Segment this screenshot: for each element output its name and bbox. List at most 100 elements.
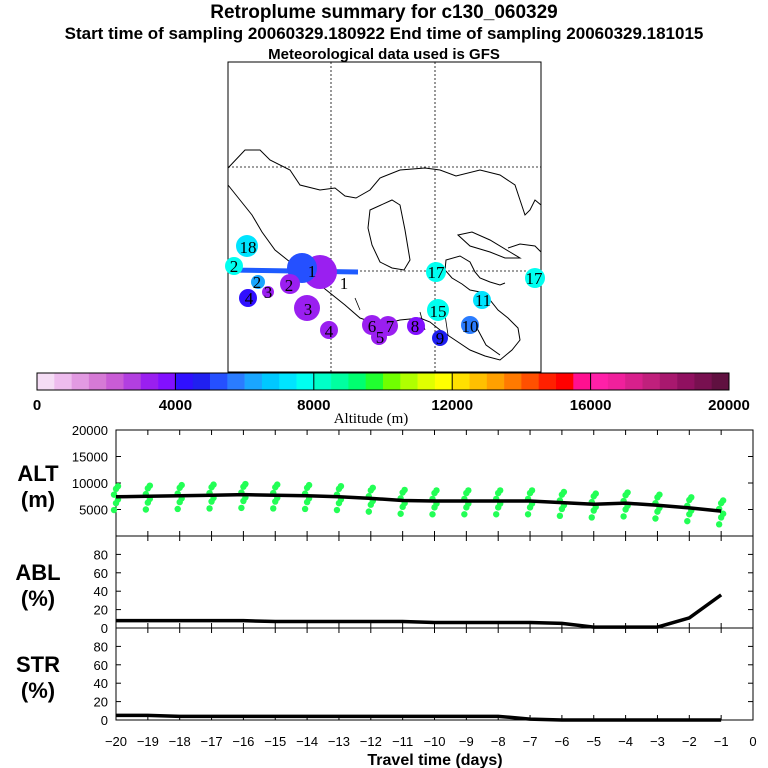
colorbar-segment — [158, 373, 176, 390]
plume-day-label: 4 — [245, 289, 254, 308]
alt-scatter-dot — [210, 481, 217, 488]
x-tick-label: −5 — [586, 734, 601, 749]
colorbar-segment — [37, 373, 55, 390]
alt-scatter-dot — [429, 511, 436, 518]
colorbar-segment — [659, 373, 678, 390]
colorbar-segment — [227, 373, 245, 390]
x-tick-label: −16 — [232, 734, 254, 749]
colorbar-segment — [71, 373, 90, 390]
alt-scatter-dot — [270, 505, 277, 512]
coastline — [367, 199, 411, 271]
plume-day-label: 9 — [436, 329, 445, 348]
plume-circle — [432, 330, 448, 346]
y-tick-label: 60 — [94, 566, 108, 581]
colorbar-segment — [106, 373, 124, 390]
series-line — [116, 593, 723, 629]
plume-day-label: 17 — [428, 263, 446, 282]
plume-circle — [427, 299, 449, 321]
alt-scatter-dot — [524, 511, 532, 518]
alt-scatter-dot — [652, 515, 659, 522]
plume-circle — [473, 291, 491, 309]
x-tick-label: −3 — [650, 734, 665, 749]
y-tick-label: 80 — [94, 547, 108, 562]
alt-scatter-dot — [397, 510, 404, 517]
colorbar-segment — [556, 373, 574, 390]
series-line — [116, 713, 722, 722]
alt-scatter-dot — [461, 511, 468, 518]
sampling-times: Start time of sampling 20060329.180922 E… — [64, 24, 704, 43]
colorbar-tick-label: 12000 — [431, 397, 473, 414]
y-tick-label: 20000 — [72, 423, 108, 438]
plume-circle — [239, 289, 257, 307]
colorbar-segment — [711, 373, 730, 390]
panel-alt: 5000 10000 15000 20000 ALT(m) — [17, 423, 754, 537]
plume-day-label: 17 — [526, 269, 544, 288]
colorbar-segment — [486, 373, 505, 390]
alt-scatter-dot — [684, 517, 691, 525]
alt-scatter-dot — [401, 486, 408, 494]
alt-scatter-dot — [369, 484, 376, 491]
colorbar-segment — [434, 373, 453, 390]
chart-title: Retroplume summary for c130_060329 — [210, 2, 558, 23]
panel-abl: 0 20 40 60 80 ABL(%) — [15, 535, 754, 636]
plume-day-label: 3 — [304, 300, 313, 319]
altitude-colorbar: 0 4000 8000 12000 16000 20000 Altitude (m) — [33, 372, 750, 427]
colorbar-segment — [469, 373, 488, 390]
alt-scatter-dot — [365, 508, 372, 515]
alt-scatter-dot — [656, 491, 663, 498]
plume-day-label: 18 — [240, 238, 257, 257]
alt-scatter-dot — [337, 482, 345, 490]
panel-frame — [115, 627, 754, 721]
colorbar-segment — [573, 373, 591, 390]
x-tick-label: 0 — [749, 734, 756, 749]
plume-circle — [525, 268, 545, 288]
coastline — [227, 149, 542, 216]
x-tick-label: −1 — [714, 734, 729, 749]
panel-str: 0 20 40 60 80 STR(%) — [16, 627, 754, 728]
alt-scatter-dot — [301, 505, 309, 513]
colorbar-tick-label: 8000 — [297, 397, 330, 414]
colorbar-segment — [210, 373, 228, 390]
alt-scatter-dot — [110, 491, 118, 498]
plume-day-label: 8 — [411, 317, 420, 336]
plume-circle — [426, 262, 446, 282]
plume-circle — [461, 316, 479, 334]
colorbar-tick-label: 0 — [33, 397, 41, 414]
alt-scatter-dot — [592, 490, 599, 497]
x-tick-label: −15 — [264, 734, 286, 749]
y-tick-label: 40 — [94, 584, 108, 599]
plume-day-label: 15 — [430, 302, 447, 321]
colorbar-tick-label: 4000 — [159, 397, 192, 414]
colorbar-segment — [296, 373, 315, 390]
x-tick-label: −4 — [618, 734, 633, 749]
alt-scatter-dot — [242, 480, 249, 488]
colorbar-segment — [417, 373, 436, 390]
plume-circle — [320, 321, 338, 339]
colorbar-axis-label: Altitude (m) — [334, 411, 409, 427]
x-tick-label: −6 — [554, 734, 569, 749]
plume-circle — [378, 316, 398, 336]
alt-scatter-dot — [688, 494, 695, 501]
x-tick-label: −11 — [392, 734, 413, 749]
colorbar-segment — [54, 373, 72, 390]
x-tick-label: −14 — [296, 734, 318, 749]
met-data-note: Meteorological data used is GFS — [268, 46, 500, 63]
y-tick-label: 0 — [101, 713, 108, 728]
x-tick-label: −20 — [105, 734, 127, 749]
colorbar-segment — [192, 373, 211, 390]
y-tick-label: 60 — [94, 658, 108, 673]
alt-scatter-dot — [715, 521, 723, 528]
colorbar-segment — [452, 373, 470, 390]
x-axis-label: Travel time (days) — [367, 752, 502, 768]
y-tick-label: 20 — [94, 603, 108, 618]
alt-scatter-dot — [493, 511, 500, 518]
colorbar-segment — [625, 373, 643, 390]
alt-scatter-dot — [206, 505, 213, 512]
alt-scatter-dot — [624, 489, 631, 496]
colorbar-segment — [331, 373, 349, 390]
colorbar-segment — [521, 373, 539, 390]
plume-day-label: 4 — [325, 322, 334, 341]
x-tick-label: −13 — [328, 734, 350, 749]
x-tick-label: −9 — [459, 734, 474, 749]
